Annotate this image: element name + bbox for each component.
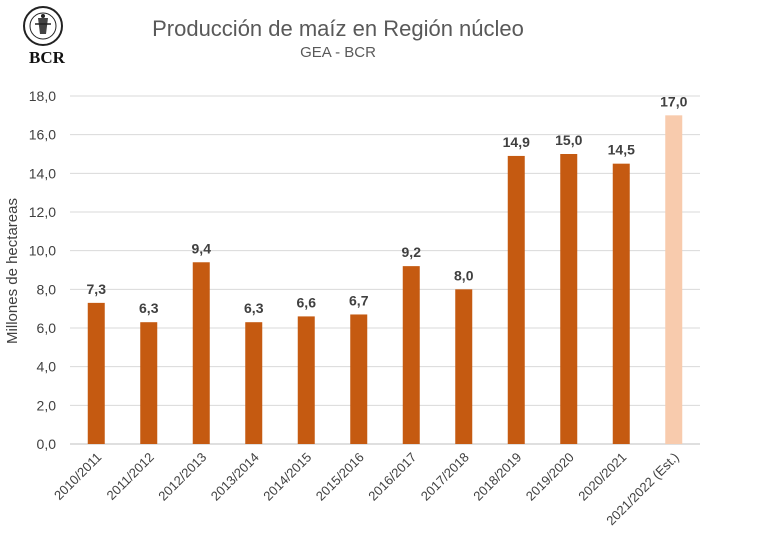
bar (560, 154, 578, 444)
data-label: 17,0 (660, 93, 687, 109)
y-axis-label: Millones de hectareas (4, 198, 21, 344)
bar (192, 262, 210, 444)
x-tick-label: 2012/2013 (155, 450, 209, 504)
x-tick-label: 2020/2021 (575, 450, 629, 504)
bar (612, 163, 630, 444)
data-label: 9,2 (402, 244, 422, 260)
x-tick-labels: 2010/2011 2011/20122012/20132013/20142014… (51, 450, 682, 529)
data-label: 8,0 (454, 267, 474, 283)
y-tick-label: 10,0 (29, 243, 56, 259)
y-tick-label: 4,0 (37, 359, 57, 375)
bar (665, 115, 683, 444)
data-label: 6,3 (139, 300, 159, 316)
bcr-logo-text: BCR (29, 48, 65, 67)
data-label: 7,3 (87, 281, 107, 297)
y-tick-label: 6,0 (37, 320, 57, 336)
bar (350, 314, 368, 444)
bar (507, 155, 525, 444)
bar (455, 289, 473, 444)
gridlines (70, 95, 700, 445)
y-tick-label: 18,0 (29, 88, 56, 104)
y-tick-label: 0,0 (37, 436, 57, 452)
bcr-logo (23, 6, 63, 46)
bars (87, 115, 683, 444)
x-tick-label: 2017/2018 (418, 450, 472, 504)
bar (297, 316, 315, 444)
x-tick-label: 2013/2014 (208, 450, 262, 504)
data-label: 6,3 (244, 300, 264, 316)
data-label: 14,9 (503, 134, 530, 150)
bar (87, 302, 105, 444)
data-labels: 7,3 6,3 9,4 6,3 6,6 6,7 9,2 8,0 14,9 15,0 14,5 17,0 (87, 93, 688, 316)
x-tick-label: 2019/2020 (523, 450, 577, 504)
bar (245, 322, 263, 444)
data-label: 6,7 (349, 292, 369, 308)
y-tick-label: 16,0 (29, 127, 56, 143)
x-tick-label: 2016/2017 (365, 450, 419, 504)
bar (140, 322, 158, 444)
y-tick-labels: 0,0 2,0 4,0 6,0 8,0 10,0 12,0 14,0 16,0 18,0 (29, 88, 56, 452)
data-label: 9,4 (192, 240, 212, 256)
x-tick-label: 2018/2019 (470, 450, 524, 504)
x-tick-label: 2011/2012 (103, 450, 156, 503)
x-tick-label: 2015/2016 (313, 450, 367, 504)
data-label: 6,6 (297, 294, 317, 310)
x-tick-label: 2014/2015 (260, 450, 314, 504)
y-tick-label: 14,0 (29, 165, 56, 181)
y-tick-label: 12,0 (29, 204, 56, 220)
chart-subtitle: GEA - BCR (300, 44, 376, 61)
data-label: 15,0 (555, 132, 582, 148)
y-tick-label: 2,0 (37, 397, 57, 413)
data-label: 14,5 (608, 142, 635, 158)
chart-title: Producción de maíz en Región núcleo (152, 16, 524, 41)
x-tick-label: 2010/2011 (51, 450, 104, 503)
y-tick-label: 8,0 (37, 281, 57, 297)
bar (402, 266, 420, 444)
